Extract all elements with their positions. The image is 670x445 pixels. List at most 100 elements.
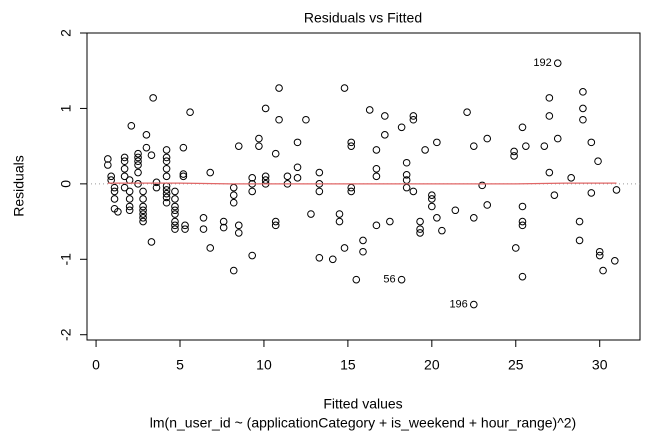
point	[352, 275, 361, 284]
point	[522, 142, 530, 150]
point	[579, 88, 587, 96]
point	[416, 229, 424, 237]
point	[335, 210, 344, 218]
point	[171, 210, 179, 218]
point	[483, 201, 492, 209]
chart-title: Residuals vs Fitted	[304, 10, 422, 26]
point	[261, 104, 270, 113]
point	[315, 168, 324, 177]
point	[199, 214, 208, 222]
point	[372, 164, 381, 173]
point	[125, 202, 134, 211]
point	[255, 134, 263, 143]
point	[510, 147, 518, 156]
point	[271, 149, 280, 158]
point	[518, 221, 527, 230]
point	[293, 138, 302, 147]
point	[611, 256, 619, 265]
point	[567, 174, 575, 182]
point	[206, 244, 215, 252]
point	[261, 172, 270, 181]
point	[171, 221, 179, 230]
point	[104, 155, 112, 163]
point	[307, 210, 315, 218]
point	[181, 225, 189, 233]
point	[229, 266, 238, 275]
point	[248, 174, 256, 182]
point	[511, 244, 520, 252]
point	[275, 84, 283, 92]
point	[428, 202, 436, 211]
point	[139, 217, 147, 226]
point	[579, 115, 587, 124]
point	[372, 146, 381, 154]
point	[179, 172, 188, 181]
point	[275, 115, 283, 124]
y-tick-label: -1	[58, 253, 74, 266]
point	[127, 121, 136, 130]
point	[125, 187, 134, 196]
point	[162, 172, 171, 181]
point	[483, 134, 492, 143]
point	[162, 164, 171, 173]
point	[575, 236, 584, 245]
point	[110, 195, 119, 203]
point	[335, 217, 344, 226]
point	[553, 134, 562, 143]
point	[255, 142, 263, 150]
point	[587, 189, 596, 197]
point	[381, 112, 389, 120]
point-label: 192	[533, 57, 551, 69]
point	[421, 146, 429, 154]
y-tick-label: 1	[58, 104, 74, 112]
y-tick-label: 0	[58, 180, 74, 188]
point	[587, 138, 596, 147]
point	[229, 183, 238, 192]
point	[162, 193, 171, 202]
point	[579, 104, 587, 113]
point	[186, 108, 194, 117]
point	[199, 225, 208, 233]
point	[402, 171, 411, 179]
point	[110, 183, 119, 192]
x-tick-label: 15	[340, 357, 356, 373]
point	[315, 253, 324, 262]
point	[125, 195, 134, 203]
point	[518, 217, 527, 226]
point	[125, 176, 134, 184]
point	[409, 187, 418, 196]
point	[595, 251, 604, 260]
point	[139, 202, 147, 211]
point	[293, 174, 302, 182]
point	[179, 143, 188, 152]
point	[248, 187, 256, 196]
point	[110, 187, 119, 196]
point	[518, 202, 527, 211]
point	[149, 94, 157, 102]
point	[139, 214, 147, 222]
point	[433, 214, 441, 222]
point	[114, 207, 122, 216]
point	[120, 153, 129, 162]
point	[162, 189, 171, 198]
point	[162, 186, 171, 194]
point	[134, 149, 142, 158]
point	[315, 187, 324, 196]
point	[229, 191, 238, 199]
point	[171, 195, 179, 203]
point	[152, 178, 161, 187]
point	[372, 172, 381, 181]
point	[545, 112, 554, 120]
point	[147, 151, 156, 159]
point	[134, 161, 142, 169]
point	[171, 225, 179, 233]
point	[234, 221, 243, 230]
point	[463, 108, 471, 117]
point	[134, 157, 142, 166]
point	[365, 106, 374, 114]
point	[234, 142, 243, 150]
smooth-line	[107, 182, 617, 185]
point	[134, 180, 142, 188]
point	[179, 170, 188, 178]
point	[234, 229, 243, 237]
